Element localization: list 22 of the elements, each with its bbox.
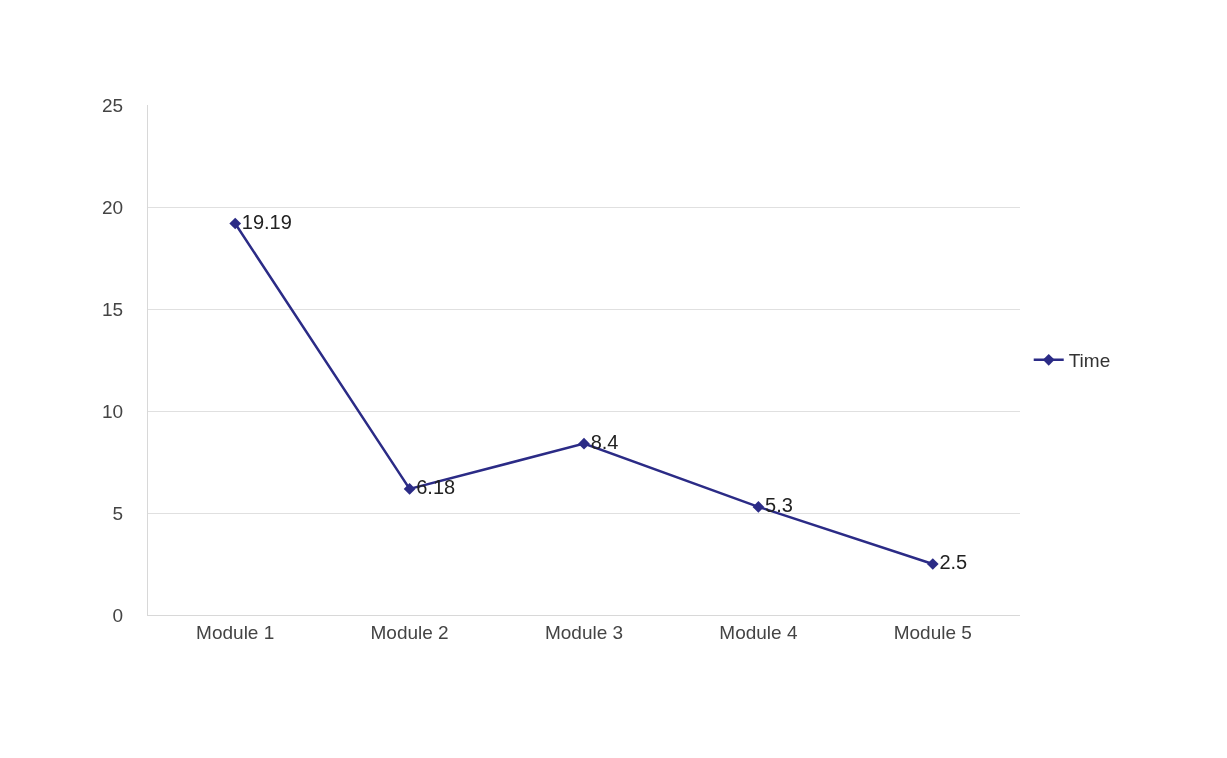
x-tick-label: Module 3 — [544, 621, 624, 643]
point — [578, 437, 590, 450]
x-tick-label: Module 1 — [196, 621, 275, 643]
point — [403, 483, 416, 495]
data-label: 8.4 — [590, 430, 619, 453]
y-tick-label: 5 — [112, 502, 124, 524]
y-tick-label: 25 — [102, 94, 124, 116]
y-tick-label: 20 — [102, 196, 124, 218]
legend-label: Time — [1068, 350, 1111, 372]
data-label: 19.19 — [241, 210, 292, 233]
y-tick-label: 0 — [112, 604, 124, 626]
y-tick-label: 15 — [102, 298, 124, 320]
y-tick-label: 10 — [102, 400, 124, 422]
point — [229, 217, 242, 230]
x-tick-label: Module 5 — [893, 621, 972, 643]
data-label: 2.5 — [939, 551, 968, 573]
point — [752, 501, 765, 513]
data-label: 5.3 — [765, 493, 793, 516]
x-tick-label: Module 4 — [719, 621, 798, 643]
point — [926, 558, 939, 570]
data-label: 6.18 — [416, 475, 456, 498]
x-tick-label: Module 2 — [370, 621, 449, 643]
